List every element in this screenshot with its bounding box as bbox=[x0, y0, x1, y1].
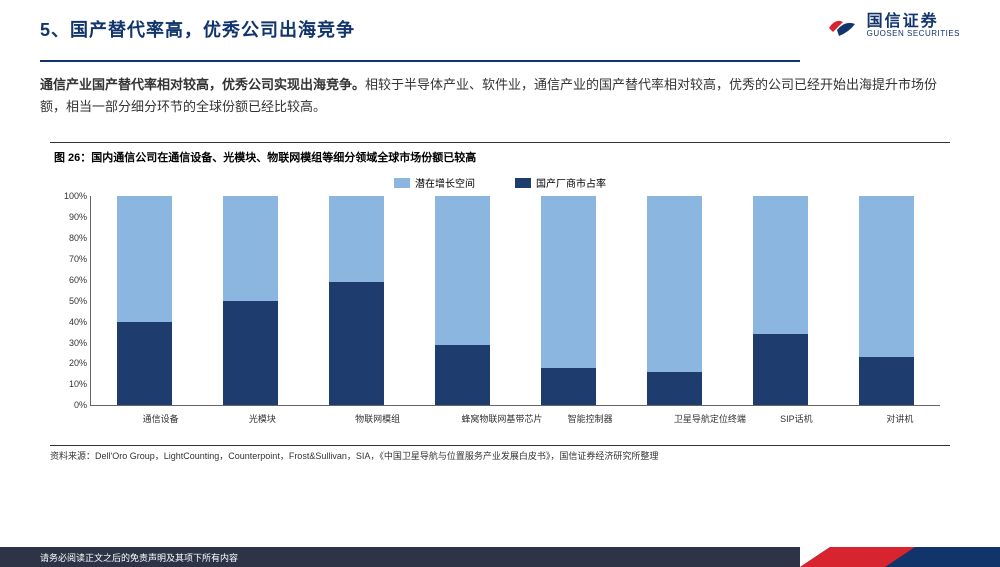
bar-column bbox=[329, 196, 384, 405]
chart-block: 图 26：国内通信公司在通信设备、光模块、物联网模组等细分领域全球市场份额已较高… bbox=[50, 142, 950, 462]
legend-label-1: 国产厂商市占率 bbox=[536, 175, 606, 190]
slide-header: 5、国产替代率高，优秀公司出海竞争 国信证券 GUOSEN SECURITIES bbox=[0, 0, 1000, 62]
bar-segment-light bbox=[541, 196, 596, 367]
legend-label-0: 潜在增长空间 bbox=[415, 175, 475, 190]
legend-item-1: 国产厂商市占率 bbox=[515, 175, 606, 190]
x-label: 蜂窝物联网基带芯片 bbox=[461, 412, 462, 425]
bars-container bbox=[91, 196, 940, 405]
bar-segment-light bbox=[859, 196, 914, 357]
paragraph-lead: 通信产业国产替代率相对较高，优秀公司实现出海竞争。 bbox=[40, 77, 365, 92]
bar-segment-dark bbox=[541, 368, 596, 406]
slide-page: 5、国产替代率高，优秀公司出海竞争 国信证券 GUOSEN SECURITIES… bbox=[0, 0, 1000, 567]
x-label: 对讲机 bbox=[886, 412, 887, 425]
footer-right bbox=[800, 547, 1000, 567]
company-logo: 国信证券 GUOSEN SECURITIES bbox=[825, 12, 960, 40]
slide-title: 5、国产替代率高，优秀公司出海竞争 bbox=[40, 16, 355, 42]
logo-cn: 国信证券 bbox=[867, 13, 960, 31]
bar-column bbox=[435, 196, 490, 405]
x-label: 光模块 bbox=[249, 412, 250, 425]
title-wrap: 5、国产替代率高，优秀公司出海竞争 bbox=[40, 16, 960, 42]
y-tick: 20% bbox=[55, 358, 87, 368]
bar-column bbox=[647, 196, 702, 405]
legend-item-0: 潜在增长空间 bbox=[394, 175, 475, 190]
logo-text: 国信证券 GUOSEN SECURITIES bbox=[867, 13, 960, 39]
bar-segment-light bbox=[223, 196, 278, 301]
bar-segment-dark bbox=[223, 301, 278, 406]
bar-column bbox=[117, 196, 172, 405]
legend-swatch-1 bbox=[515, 178, 531, 188]
y-tick: 90% bbox=[55, 212, 87, 222]
bar-segment-light bbox=[753, 196, 808, 334]
x-label: 物联网模组 bbox=[355, 412, 356, 425]
body-paragraph: 通信产业国产替代率相对较高，优秀公司实现出海竞争。相较于半导体产业、软件业，通信… bbox=[0, 62, 1000, 118]
bar-segment-dark bbox=[117, 322, 172, 406]
bar-segment-dark bbox=[753, 334, 808, 405]
x-label: 卫星导航定位终端 bbox=[674, 412, 675, 425]
logo-mark-icon bbox=[825, 12, 859, 40]
plot-area: 0%10%20%30%40%50%60%70%80%90%100% bbox=[90, 196, 940, 406]
bar-segment-light bbox=[647, 196, 702, 372]
y-tick: 70% bbox=[55, 254, 87, 264]
bar-segment-light bbox=[117, 196, 172, 321]
chart-source: 资料来源：Dell'Oro Group，LightCounting，Counte… bbox=[50, 445, 950, 462]
bar-segment-light bbox=[329, 196, 384, 282]
bar-segment-dark bbox=[329, 282, 384, 405]
bar-column bbox=[753, 196, 808, 405]
logo-en: GUOSEN SECURITIES bbox=[867, 30, 960, 39]
bar-segment-dark bbox=[647, 372, 702, 405]
y-tick: 10% bbox=[55, 379, 87, 389]
bar-segment-dark bbox=[859, 357, 914, 405]
footer-accent-icon bbox=[800, 547, 1000, 567]
y-tick: 0% bbox=[55, 400, 87, 410]
chart-title: 图 26：国内通信公司在通信设备、光模块、物联网模组等细分领域全球市场份额已较高 bbox=[50, 142, 950, 171]
disclaimer-text: 请务必阅读正文之后的免责声明及其项下所有内容 bbox=[40, 551, 238, 564]
legend-swatch-0 bbox=[394, 178, 410, 188]
chart-area: 潜在增长空间 国产厂商市占率 0%10%20%30%40%50%60%70%80… bbox=[50, 175, 950, 435]
y-tick: 40% bbox=[55, 317, 87, 327]
bar-column bbox=[859, 196, 914, 405]
y-tick: 60% bbox=[55, 275, 87, 285]
legend: 潜在增长空间 国产厂商市占率 bbox=[50, 175, 950, 190]
x-axis-labels: 通信设备 光模块 物联网模组 蜂窝物联网基带芯片 智能控制器 卫星导航定位终端 SIP话机 对… bbox=[90, 412, 940, 425]
bar-segment-dark bbox=[435, 345, 490, 406]
y-tick: 50% bbox=[55, 296, 87, 306]
y-tick: 80% bbox=[55, 233, 87, 243]
footer-left: 请务必阅读正文之后的免责声明及其项下所有内容 bbox=[0, 547, 800, 567]
y-tick: 100% bbox=[55, 191, 87, 201]
slide-footer: 请务必阅读正文之后的免责声明及其项下所有内容 bbox=[0, 547, 1000, 567]
y-tick: 30% bbox=[55, 338, 87, 348]
x-label: SIP话机 bbox=[780, 412, 781, 425]
bar-segment-light bbox=[435, 196, 490, 344]
bar-column bbox=[541, 196, 596, 405]
x-label: 智能控制器 bbox=[568, 412, 569, 425]
x-label: 通信设备 bbox=[143, 412, 144, 425]
bar-column bbox=[223, 196, 278, 405]
title-underline bbox=[40, 60, 800, 62]
